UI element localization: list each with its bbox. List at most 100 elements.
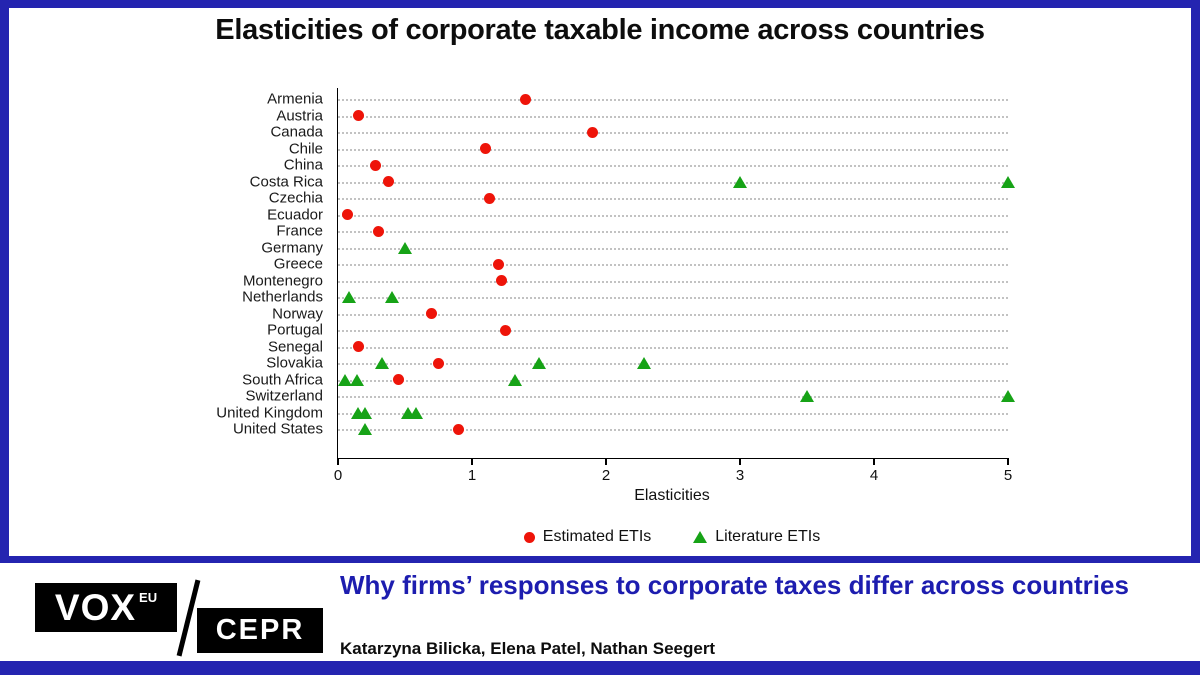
- literature-eti-marker-icon: [693, 531, 708, 543]
- x-axis-title: Elasticities: [634, 487, 710, 504]
- estimated-eti-point: [483, 192, 495, 204]
- chart-legend: Estimated ETIs Literature ETIs: [337, 528, 1007, 546]
- estimated-eti-point: [372, 225, 384, 237]
- gridline: [338, 198, 1008, 200]
- legend-item-estimated: Estimated ETIs: [523, 528, 652, 546]
- literature-eti-point: [1001, 390, 1015, 402]
- gridline: [338, 313, 1008, 316]
- country-label: Senegal: [267, 338, 323, 355]
- gridline: [338, 330, 1008, 332]
- gridline: [338, 214, 1008, 217]
- estimated-eti-point: [352, 110, 364, 121]
- literature-eti-point: [1001, 175, 1015, 188]
- frame-separator: [0, 556, 1200, 563]
- literature-eti-point: [532, 357, 546, 369]
- estimated-eti-point: [370, 159, 382, 171]
- gridline: [338, 132, 1008, 134]
- gridline: [338, 379, 1008, 382]
- literature-eti-point: [357, 423, 372, 435]
- country-label: Austria: [276, 107, 323, 124]
- x-axis-tick: [873, 458, 875, 465]
- estimated-eti-point: [453, 423, 465, 435]
- literature-eti-point: [800, 390, 814, 402]
- estimated-eti-point: [341, 209, 353, 220]
- country-label: Canada: [270, 123, 323, 141]
- country-label: Slovakia: [266, 354, 323, 372]
- literature-eti-point: [636, 357, 651, 369]
- literature-eti-point: [408, 406, 423, 419]
- country-label: Norway: [272, 305, 323, 322]
- literature-eti-point: [384, 291, 399, 303]
- country-label: United States: [232, 420, 323, 438]
- country-label: Netherlands: [242, 288, 323, 306]
- cepr-logo-text: CEPR: [215, 614, 305, 646]
- gridline: [338, 297, 1008, 299]
- x-axis-tick-label: 5: [1003, 467, 1013, 484]
- estimated-eti-point: [479, 143, 491, 154]
- voxeu-logo: VOX EU: [35, 583, 177, 632]
- gridline: [338, 165, 1008, 167]
- x-axis-tick: [1007, 458, 1009, 465]
- frame-right-border: [1191, 0, 1200, 563]
- gridline: [338, 264, 1008, 266]
- gridline: [338, 363, 1008, 365]
- x-axis-tick-label: 1: [467, 467, 477, 484]
- frame-left-border: [0, 0, 9, 563]
- estimated-eti-point: [587, 126, 599, 138]
- literature-eti-point: [375, 357, 390, 369]
- estimated-eti-point: [426, 308, 438, 319]
- gridline: [338, 181, 1008, 184]
- country-label: Costa Rica: [249, 173, 323, 190]
- gridline: [338, 115, 1008, 118]
- estimated-eti-point: [500, 324, 511, 336]
- gridline: [338, 247, 1008, 250]
- country-label: Chile: [288, 140, 323, 157]
- estimated-eti-point: [383, 176, 395, 187]
- estimated-eti-point: [495, 275, 507, 286]
- country-label: China: [283, 156, 323, 174]
- footer: VOX EU CEPR Why firms’ responses to corp…: [0, 563, 1200, 661]
- estimated-eti-point: [352, 341, 364, 352]
- country-label: France: [276, 222, 323, 240]
- country-label: United Kingdom: [216, 404, 323, 421]
- country-label: Germany: [261, 239, 323, 256]
- x-axis-tick: [605, 458, 607, 465]
- cepr-logo: CEPR: [197, 608, 323, 653]
- voxeu-logo-sup: EU: [139, 590, 158, 605]
- gridline: [338, 280, 1008, 283]
- literature-eti-point: [349, 373, 364, 386]
- gridline: [338, 148, 1008, 151]
- gridline: [338, 346, 1008, 349]
- literature-eti-point: [357, 406, 372, 419]
- country-label: Portugal: [267, 321, 323, 339]
- country-labels: Armenia Austria Canada Chile China Costa Rica…: [140, 88, 330, 458]
- country-label: Greece: [273, 255, 323, 273]
- frame-top-border: [0, 0, 1200, 8]
- x-axis-tick-label: 4: [869, 467, 879, 484]
- article-title: Why firms’ responses to corporate taxes …: [340, 570, 1129, 600]
- country-label: Montenegro: [242, 272, 323, 289]
- country-label: Ecuador: [267, 206, 323, 223]
- estimated-eti-point: [433, 357, 444, 369]
- estimated-eti-marker-icon: [523, 531, 535, 543]
- x-axis-tick: [337, 458, 339, 465]
- legend-item-literature: Literature ETIs: [693, 528, 820, 546]
- chart-title: Elasticities of corporate taxable income…: [215, 14, 985, 46]
- frame-bottom-border: [0, 661, 1200, 675]
- legend-estimated-label: Estimated ETIs: [542, 528, 652, 545]
- article-authors: Katarzyna Bilicka, Elena Patel, Nathan S…: [340, 639, 716, 658]
- estimated-eti-point: [493, 258, 505, 270]
- country-label: Armenia: [267, 90, 323, 108]
- gridline: [338, 231, 1008, 233]
- x-axis-tick-label: 0: [333, 467, 343, 484]
- country-label: Switzerland: [245, 387, 323, 405]
- voxeu-logo-text: VOX: [54, 587, 137, 628]
- literature-eti-point: [507, 373, 522, 386]
- literature-eti-point: [398, 241, 412, 254]
- gridline: [338, 429, 1008, 431]
- plot-area: 0 1 2 3 4 5: [334, 88, 1015, 484]
- country-label: Czechia: [268, 189, 323, 207]
- x-axis-tick: [471, 458, 473, 465]
- literature-eti-point: [733, 175, 747, 188]
